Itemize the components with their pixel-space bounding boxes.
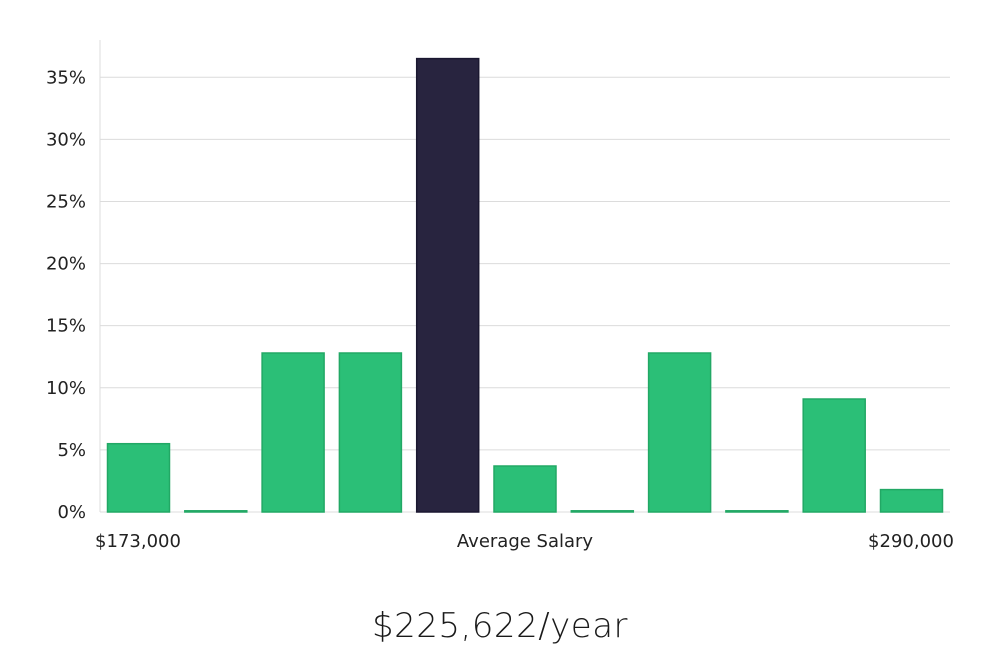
bar-highlighted <box>415 57 480 513</box>
bar <box>261 352 325 513</box>
x-min-label: $173,000 <box>95 531 181 552</box>
salary-distribution-chart: 0% 5% 10% 15% 20% 25% 30% 35% $173,000 Average … <box>46 40 954 552</box>
y-tick-label: 0% <box>57 502 86 523</box>
x-max-label: $290,000 <box>868 531 954 552</box>
bars <box>106 57 944 513</box>
grid-lines <box>100 76 950 513</box>
bar <box>184 510 248 513</box>
y-tick-label: 5% <box>57 440 86 461</box>
bar <box>106 442 171 513</box>
y-axis-ticks: 0% 5% 10% 15% 20% 25% 30% 35% <box>46 67 86 523</box>
bar <box>338 352 403 513</box>
x-center-label: Average Salary <box>457 531 594 552</box>
y-tick-label: 15% <box>46 316 86 337</box>
bar <box>802 398 866 513</box>
bar <box>879 488 944 513</box>
bar <box>647 352 712 513</box>
y-tick-label: 30% <box>46 129 86 150</box>
y-tick-label: 20% <box>46 254 86 275</box>
bar <box>493 465 557 513</box>
average-salary-value: $225,622/year <box>371 606 629 646</box>
y-tick-label: 35% <box>46 67 86 88</box>
y-tick-label: 10% <box>46 378 86 399</box>
bar <box>725 510 789 513</box>
y-tick-label: 25% <box>46 191 86 212</box>
bar <box>570 510 635 513</box>
